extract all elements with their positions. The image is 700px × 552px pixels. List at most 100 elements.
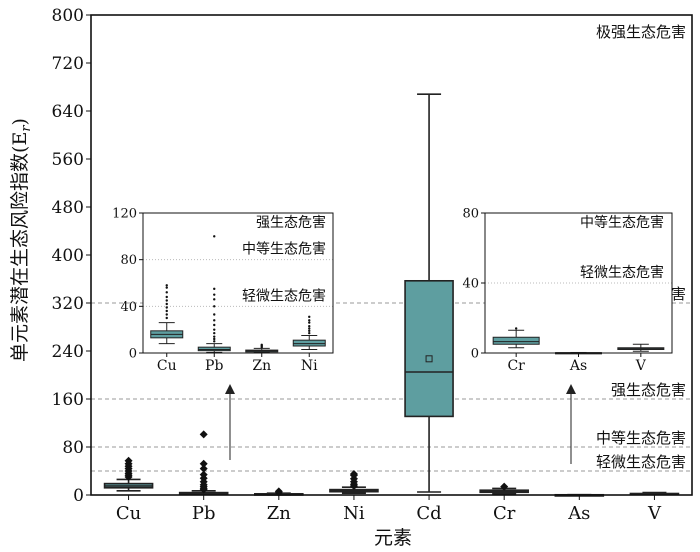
plot-frame: [90, 14, 693, 496]
box-cu: [150, 284, 184, 345]
outlier-point: [274, 487, 283, 496]
y-tick-label: 0: [471, 347, 479, 362]
arrow-head-right: [566, 384, 576, 394]
y-tick-label: 640: [52, 102, 84, 122]
y-tick-label: 320: [52, 294, 84, 314]
outlier-point: [165, 299, 168, 302]
y-axis-label: 单元素潜在生态风险指数(Er): [9, 118, 34, 362]
outlier-point: [199, 459, 208, 468]
y-tick-label: 0: [129, 347, 137, 362]
threshold-label: 轻微生态危害: [596, 453, 686, 471]
outlier-point: [165, 291, 168, 294]
x-tick-label: Cr: [493, 503, 516, 524]
x-tick-label: Pb: [205, 358, 223, 374]
plot-frame: [142, 212, 334, 354]
outlier-point: [308, 321, 311, 324]
outlier-point: [213, 298, 216, 301]
outlier-point: [213, 235, 216, 238]
outlier-point: [199, 464, 208, 473]
y-tick-label: 80: [120, 253, 137, 268]
y-tick-label: 400: [52, 246, 84, 266]
y-tick-label: 480: [52, 198, 84, 218]
outlier-point: [213, 319, 216, 322]
plot-frame: [484, 212, 673, 354]
outlier-point: [165, 316, 168, 320]
threshold-label: 极强生态危害: [596, 23, 686, 41]
mean-marker: [425, 355, 433, 363]
outlier-point: [514, 327, 518, 330]
outlier-point: [500, 482, 509, 491]
y-tick-label: 720: [52, 54, 84, 74]
y-tick-label: 160: [52, 390, 84, 410]
box-cr: [492, 327, 540, 349]
x-tick-label: Cu: [157, 358, 177, 374]
outlier-point: [165, 284, 168, 287]
x-tick-label: Cu: [116, 503, 141, 524]
box-iqr: [404, 279, 454, 418]
y-tick-label: 560: [52, 150, 84, 170]
outlier-point: [308, 331, 311, 335]
box-iqr: [492, 336, 540, 345]
outlier-point: [213, 335, 216, 338]
y-tick-label: 40: [462, 277, 479, 292]
box-v: [617, 343, 665, 352]
outlier-point: [199, 470, 208, 479]
outlier-point: [165, 313, 168, 316]
outlier-point: [165, 286, 168, 289]
outlier-point: [308, 315, 311, 319]
x-tick-label: As: [567, 503, 590, 524]
box-cr: [479, 482, 529, 495]
box-ni: [292, 315, 326, 350]
y-tick-label: 0: [73, 486, 84, 506]
outlier-point: [213, 340, 216, 343]
x-axis-label: 元素: [374, 527, 412, 549]
x-tick-label: Ni: [301, 358, 318, 374]
box-pb: [197, 235, 231, 353]
outlier-point: [213, 293, 216, 296]
outlier-point: [199, 430, 208, 439]
box-iqr: [292, 339, 326, 347]
outlier-point: [213, 337, 216, 341]
x-tick-label: Zn: [252, 358, 271, 374]
box-zn: [245, 343, 279, 353]
outlier-point: [260, 343, 263, 347]
box-ni: [329, 470, 379, 495]
outlier-point: [308, 324, 311, 328]
outlier-point: [308, 329, 311, 333]
outlier-point: [165, 295, 168, 299]
y-tick-label: 120: [112, 207, 137, 222]
threshold-label: 中等生态危害: [242, 241, 326, 258]
x-tick-label: As: [569, 358, 587, 374]
y-tick-label: 240: [52, 342, 84, 362]
outlier-point: [213, 313, 216, 316]
y-tick-label: 80: [462, 207, 479, 222]
threshold-label: 强生态危害: [611, 381, 686, 399]
threshold-label: 强生态危害: [256, 215, 326, 231]
outlier-point: [213, 328, 216, 331]
threshold-label: 轻微生态危害: [580, 265, 664, 281]
outlier-point: [213, 323, 216, 327]
x-tick-label: Ni: [343, 503, 365, 524]
y-tick-label: 40: [120, 300, 137, 315]
box-cu: [103, 456, 154, 492]
y-tick-label: 80: [62, 438, 84, 458]
x-tick-label: Cd: [416, 503, 441, 524]
x-tick-label: V: [635, 358, 647, 374]
y-tick-label: 800: [52, 6, 84, 26]
inset-arrows: [225, 384, 576, 464]
outlier-point: [349, 470, 358, 478]
box-pb: [178, 430, 229, 496]
x-tick-label: Zn: [267, 503, 292, 524]
threshold-label: 轻微生态危害: [242, 288, 326, 304]
outlier-point: [213, 287, 216, 291]
x-tick-label: Cr: [507, 358, 525, 374]
arrow-head-left: [225, 384, 235, 394]
outlier-point: [165, 302, 168, 306]
outlier-point: [308, 319, 311, 322]
outlier-point: [213, 305, 216, 308]
outlier-point: [165, 306, 168, 309]
outlier-point: [213, 331, 216, 335]
